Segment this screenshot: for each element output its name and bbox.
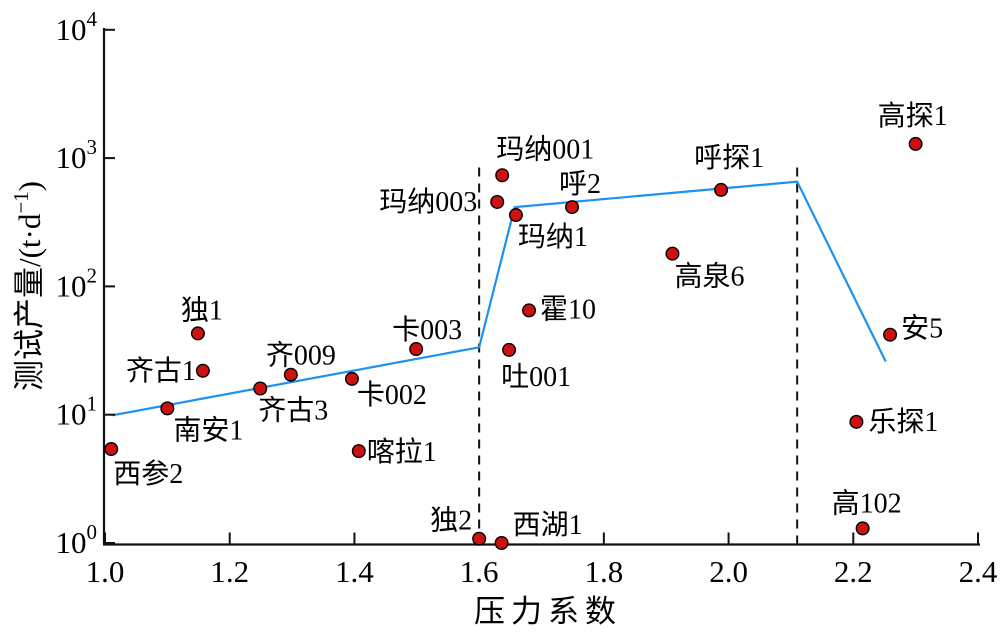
data-point: [665, 246, 680, 261]
data-point-label: 卡003: [392, 314, 462, 346]
data-point: [565, 200, 580, 215]
trend-line: [112, 180, 887, 417]
data-point-label: 齐古3: [258, 395, 328, 427]
y-tick-label: 100: [56, 520, 98, 560]
data-point-label: 卡002: [357, 379, 427, 411]
data-point: [849, 414, 864, 429]
y-tick-label: 103: [56, 135, 98, 175]
y-axis-title: 测试产量/(t·d−1): [9, 181, 47, 391]
data-point-label: 高102: [832, 487, 902, 519]
data-point: [522, 303, 537, 318]
data-point-label: 西参2: [113, 458, 183, 490]
data-point: [490, 194, 505, 209]
x-tick-label: 2.0: [709, 554, 748, 589]
data-point: [472, 531, 487, 546]
data-point: [409, 342, 424, 357]
data-point-label: 西湖1: [513, 510, 583, 541]
y-tick-label: 104: [56, 7, 98, 47]
x-tick-label: 1.4: [335, 554, 374, 589]
point-labels-group: 西参2 南安1 齐古1 独1 齐古3 齐009 卡002 喀拉1 卡003 独2 西湖1 玛纳003 玛…: [113, 100, 947, 541]
data-point-label: 霍10: [540, 294, 596, 325]
x-tick-label: 2.2: [834, 554, 873, 589]
data-point-label: 独1: [181, 294, 223, 326]
data-point-label: 高探1: [878, 100, 948, 132]
data-point-label: 独2: [430, 505, 472, 537]
data-point: [502, 342, 517, 357]
data-point-label: 呼探1: [694, 142, 764, 174]
x-tick-label: 1.2: [210, 554, 249, 589]
data-point-label: 呼2: [559, 169, 601, 200]
x-tick-label: 1.6: [460, 554, 499, 589]
x-tick-label: 2.4: [959, 554, 998, 589]
data-point: [855, 521, 870, 536]
data-point: [253, 381, 268, 396]
trend-line-group: [112, 180, 887, 417]
data-point: [160, 401, 175, 416]
data-point-label: 高泉6: [674, 261, 744, 293]
data-point-label: 齐009: [266, 340, 336, 372]
data-point: [508, 208, 523, 223]
data-point: [908, 136, 923, 151]
y-tick-label: 101: [56, 392, 98, 432]
x-tick-label: 1.8: [584, 554, 623, 589]
data-point: [495, 168, 510, 183]
y-tick-label: 102: [56, 263, 98, 303]
data-point-label: 安5: [901, 313, 943, 345]
data-point-label: 乐探1: [868, 406, 938, 438]
data-point-label: 齐古1: [126, 355, 196, 387]
data-point-label: 玛纳001: [496, 133, 594, 165]
threshold-lines-group: [478, 162, 799, 545]
data-point: [494, 536, 509, 551]
data-point: [190, 326, 205, 341]
data-point-label: 玛纳1: [518, 221, 588, 253]
data-point: [883, 327, 898, 342]
data-point: [195, 363, 210, 378]
axes-group: 100 101 102 103 104 1.0 1.2 1.4 1.6 1.8 2.0 2.2 2.4: [56, 7, 998, 589]
data-points-group: [104, 136, 923, 551]
data-point-label: 吐001: [501, 361, 571, 393]
data-point: [351, 444, 366, 459]
y-axis-title-text: 测试产量/(t·d−1): [9, 181, 47, 391]
data-point: [104, 442, 119, 457]
data-point: [283, 367, 298, 382]
x-axis-title: 压力系数: [474, 594, 622, 629]
data-point-label: 南安1: [173, 414, 243, 446]
data-point: [344, 371, 359, 386]
x-tick-label: 1.0: [86, 554, 125, 589]
data-point: [714, 182, 729, 197]
data-point-label: 玛纳003: [379, 186, 477, 218]
data-point-label: 喀拉1: [367, 436, 437, 468]
